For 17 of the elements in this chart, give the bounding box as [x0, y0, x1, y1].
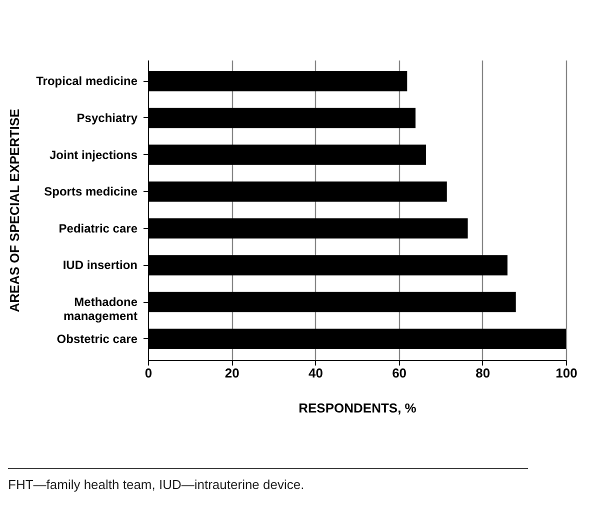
- y-tick-label: Methadone management: [63, 295, 138, 324]
- text: FHT—family health team, IUD—intrauterine device.: [8, 468, 528, 492]
- x-tick-label: 20: [224, 366, 240, 380]
- y-tick-label: Tropical medicine: [36, 74, 138, 88]
- y-axis-title: AREAS OF SPECIAL EXPERTISE: [7, 108, 22, 312]
- y-tick-label: Pediatric care: [58, 221, 138, 236]
- x-tick-label: 40: [308, 366, 323, 380]
- y-tick-label: Psychiatry: [76, 110, 138, 125]
- y-tick-label: Joint injections: [49, 148, 138, 162]
- x-axis-title: RESPONDENTS, %: [298, 400, 417, 416]
- x-tick-label: 100: [556, 366, 578, 380]
- y-tick-label: IUD insertion: [62, 258, 138, 272]
- y-tick-label: Sports medicine: [44, 184, 138, 199]
- x-tick-label: 80: [476, 366, 490, 380]
- x-tick-label: 60: [392, 366, 407, 380]
- y-tick-label: Obstetric care: [56, 332, 138, 346]
- x-tick-label: 0: [144, 366, 152, 380]
